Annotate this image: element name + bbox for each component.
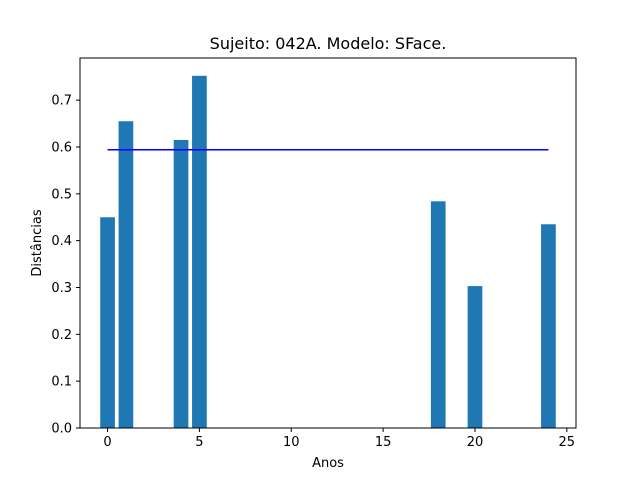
- x-tick-label: 5: [195, 435, 203, 450]
- x-axis-ticks: 0 5 10 15 20 25: [103, 428, 575, 450]
- bar: [541, 224, 556, 428]
- plot-frame: [79, 57, 577, 429]
- y-tick-label: 0.1: [51, 375, 72, 390]
- bar: [430, 201, 446, 428]
- bar: [192, 75, 207, 428]
- y-tick-label: 0.4: [51, 234, 72, 249]
- x-tick-label: 15: [375, 435, 392, 450]
- x-tick-label: 25: [559, 435, 576, 450]
- y-tick-label: 0.5: [51, 187, 72, 202]
- bar: [467, 286, 483, 428]
- y-tick-label: 0.7: [51, 94, 72, 109]
- bar: [173, 139, 189, 428]
- bar: [100, 217, 115, 428]
- x-tick-label: 20: [467, 435, 484, 450]
- y-tick-label: 0.6: [51, 140, 72, 155]
- chart-title: Sujeito: 042A. Modelo: SFace.: [210, 34, 447, 53]
- y-axis-ticks: 0.0 0.1 0.2 0.3 0.4 0.5 0.6 0.7: [51, 94, 80, 437]
- bar: [118, 121, 134, 429]
- y-tick-label: 0.3: [51, 281, 72, 296]
- x-tick-label: 0: [103, 435, 111, 450]
- y-axis-label: Distâncias: [30, 209, 45, 276]
- bars-group: [100, 75, 556, 429]
- y-tick-label: 0.0: [51, 422, 72, 437]
- x-axis-label: Anos: [312, 456, 344, 471]
- y-tick-label: 0.2: [51, 328, 72, 343]
- x-tick-label: 10: [283, 435, 300, 450]
